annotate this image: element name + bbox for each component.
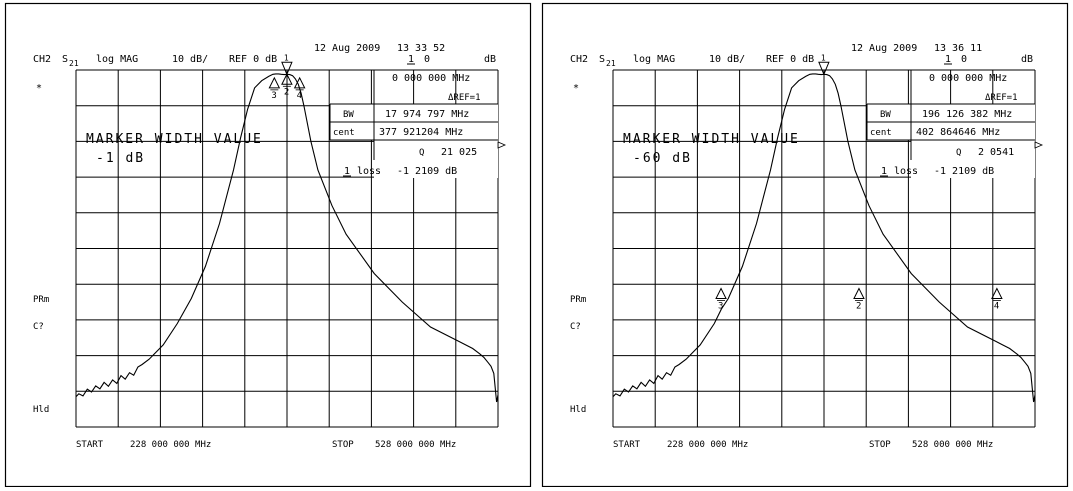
time-label: 13 36 11 xyxy=(934,43,982,54)
marker-2-label: 2 xyxy=(856,301,861,311)
start-value: 228 000 000 MHz xyxy=(130,440,211,450)
date-label: 12 Aug 2009 xyxy=(851,43,917,54)
c2-annotation: C? xyxy=(33,322,44,332)
marker-1-label: 1 xyxy=(284,53,289,62)
channel-label: CH2 xyxy=(33,54,51,65)
loss-label: loss xyxy=(357,166,381,177)
marker-ref-label: 1 xyxy=(408,54,414,65)
marker-4-label: 4 xyxy=(994,301,999,311)
marker-3-label: 3 xyxy=(718,301,723,311)
loss-label: loss xyxy=(894,166,918,177)
stop-value: 528 000 000 MHz xyxy=(375,440,456,450)
marker-width-value: -60 dB xyxy=(633,151,692,166)
prm-annotation: PRm xyxy=(33,295,49,305)
stop-label: STOP xyxy=(869,440,891,450)
star-annotation: * xyxy=(36,83,42,94)
freq-readout: 0 000 000 MHz xyxy=(929,73,1007,84)
marker-3-triangle xyxy=(715,287,727,299)
ref-level-arrow xyxy=(1034,141,1044,149)
ref-label: REF 0 dB xyxy=(766,54,814,65)
star-annotation: * xyxy=(573,83,579,94)
marker-1-triangle xyxy=(281,61,293,76)
hld-annotation: Hld xyxy=(33,405,49,415)
bw-value: 17 974 797 MHz xyxy=(385,109,469,120)
cent-label: cent xyxy=(870,128,892,138)
cent-label: cent xyxy=(333,128,355,138)
start-label: START xyxy=(613,440,641,450)
marker-val-label: 0 xyxy=(424,54,430,65)
marker-width-title: MARKER WIDTH VALUE xyxy=(623,132,800,147)
marker-val-label: 0 xyxy=(961,54,967,65)
loss-marker-label: 1 xyxy=(881,166,887,177)
scale-label: 10 dB/ xyxy=(172,54,208,65)
loss-value: -1 2109 dB xyxy=(397,166,457,177)
format-label: log MAG xyxy=(96,54,138,65)
marker-3-triangle xyxy=(268,76,281,89)
marker-unit-label: dB xyxy=(1021,54,1033,65)
marker-2-label: 2 xyxy=(284,87,289,97)
freq-readout: 0 000 000 MHz xyxy=(392,73,470,84)
scale-label: 10 dB/ xyxy=(709,54,745,65)
marker-4-triangle xyxy=(991,287,1003,299)
hld-annotation: Hld xyxy=(570,405,586,415)
loss-marker-label: 1 xyxy=(344,166,350,177)
format-label: log MAG xyxy=(633,54,675,65)
bw-label: BW xyxy=(880,110,891,120)
readout-boxes xyxy=(329,70,498,178)
param-main: S xyxy=(599,54,605,65)
start-value: 228 000 000 MHz xyxy=(667,440,748,450)
loss-value: -1 2109 dB xyxy=(934,166,994,177)
marker-unit-label: dB xyxy=(484,54,496,65)
param-sub: 21 xyxy=(606,59,616,68)
marker-3-label: 3 xyxy=(271,91,276,101)
param-main: S xyxy=(62,54,68,65)
start-label: START xyxy=(76,440,104,450)
ref-label: REF 0 dB xyxy=(229,54,277,65)
bw-label: BW xyxy=(343,110,354,120)
analyzer-panel-2: CH2 S 21 log MAG 10 dB/ REF 0 dB 12 Aug … xyxy=(537,0,1073,488)
marker-ref-label: 1 xyxy=(945,54,951,65)
bw-value: 196 126 382 MHz xyxy=(922,109,1012,120)
c2-annotation: C? xyxy=(570,322,581,332)
marker-width-title: MARKER WIDTH VALUE xyxy=(86,132,263,147)
analyzer-display-2: CH2 S 21 log MAG 10 dB/ REF 0 dB 12 Aug … xyxy=(541,2,1069,488)
q-label: Q xyxy=(419,148,424,158)
cent-value: 402 864646 MHz xyxy=(916,127,1000,138)
marker-1-triangle xyxy=(818,61,830,76)
marker-1-label: 1 xyxy=(821,53,826,62)
analyzer-display-1: CH2 S 21 log MAG 10 dB/ REF 0 dB 12 Aug … xyxy=(4,2,532,488)
readout-boxes xyxy=(866,70,1035,178)
marker-4-triangle xyxy=(293,76,306,89)
stop-value: 528 000 000 MHz xyxy=(912,440,993,450)
param-sub: 21 xyxy=(69,59,79,68)
prm-annotation: PRm xyxy=(570,295,586,305)
analyzer-panel-1: CH2 S 21 log MAG 10 dB/ REF 0 dB 12 Aug … xyxy=(0,0,536,488)
ref-level-arrow xyxy=(497,141,507,149)
q-value: 21 025 xyxy=(441,147,477,158)
q-label: Q xyxy=(956,148,961,158)
delta-ref-readout: ΔREF=1 xyxy=(985,93,1018,103)
date-label: 12 Aug 2009 xyxy=(314,43,380,54)
marker-width-value: -1 dB xyxy=(96,151,145,166)
time-label: 13 33 52 xyxy=(397,43,445,54)
marker-4-label: 4 xyxy=(297,91,302,101)
stop-label: STOP xyxy=(332,440,354,450)
channel-label: CH2 xyxy=(570,54,588,65)
marker-2-triangle xyxy=(853,287,865,299)
cent-value: 377 921204 MHz xyxy=(379,127,463,138)
q-value: 2 0541 xyxy=(978,147,1014,158)
s21-trace xyxy=(612,73,1036,403)
delta-ref-readout: ΔREF=1 xyxy=(448,93,481,103)
marker-2-triangle xyxy=(281,73,293,85)
s21-trace xyxy=(75,73,499,403)
